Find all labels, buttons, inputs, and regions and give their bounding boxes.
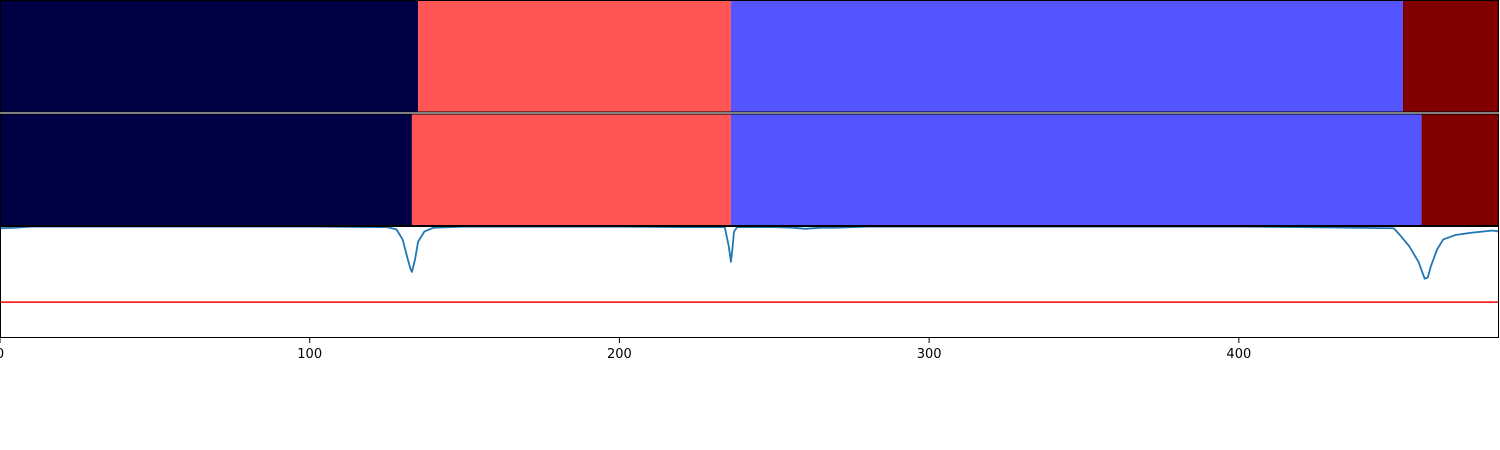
segment-bar — [730, 0, 1403, 113]
signal-panel — [0, 225, 1500, 303]
x-tick-label: 100 — [297, 347, 322, 362]
segment-bar — [418, 0, 731, 113]
panel-frames — [0, 0, 1499, 338]
x-tick-label: 0 — [0, 347, 4, 362]
signal-frame — [0, 226, 1499, 338]
x-tick-label: 200 — [607, 347, 632, 362]
segment-bar — [411, 113, 731, 226]
signal-line — [0, 225, 1500, 280]
segment-bar — [0, 113, 412, 226]
x-axis: 0 100 200 300 400 — [0, 338, 1251, 362]
x-tick-label: 300 — [917, 347, 942, 362]
segment-bar — [1421, 113, 1499, 226]
segment-bar — [730, 113, 1422, 226]
row-frame — [0, 0, 1499, 113]
segment-bar — [0, 0, 419, 113]
segment-bar — [1402, 0, 1499, 113]
segmentation-rows — [0, 0, 1499, 226]
row-frame — [0, 113, 1499, 226]
x-tick-label: 400 — [1226, 347, 1251, 362]
